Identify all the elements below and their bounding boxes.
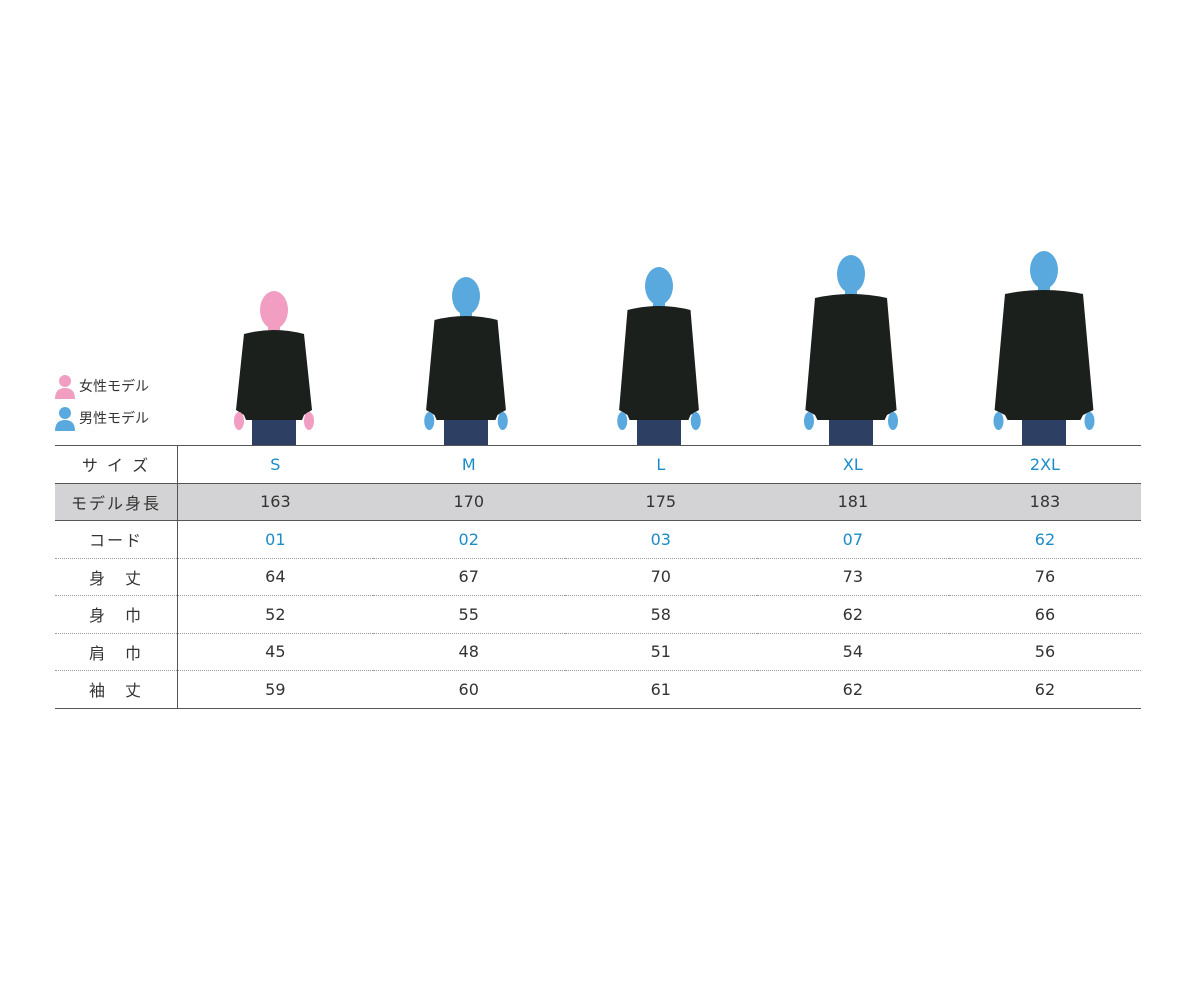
model-silhouette [234,291,314,445]
table-cell: 62 [842,679,864,699]
table-row: 袖 丈 59 60 61 62 62 [55,670,1141,708]
table-cell: 55 [458,604,479,624]
table-cell: 02 [458,529,479,549]
table-cell: 66 [1034,604,1056,624]
model-silhouette [424,277,508,445]
model-silhouette [617,267,701,445]
row-label: コード [55,520,178,558]
table-row: 身 丈 64 67 70 73 76 [55,558,1141,596]
table-cell: M [461,454,476,474]
table-cell: L [656,454,666,474]
table-cell: 2XL [1029,454,1060,474]
table-row: モデル身長 163 170 175 181 183 [55,483,1141,521]
table-cell: 73 [842,567,864,587]
model-silhouette [804,255,898,445]
table-row: コード 01 02 03 07 62 [55,520,1141,558]
row-label: 身 丈 [55,558,178,596]
table-cell: 60 [458,679,479,699]
table-cell: 175 [645,492,677,512]
row-label: 袖 丈 [55,670,178,708]
row-label: 肩 巾 [55,633,178,671]
table-row: 肩 巾 45 48 51 54 56 [55,633,1141,671]
table-cell: 52 [265,604,286,624]
table-cell: 59 [265,679,286,699]
table-cell: 58 [650,604,671,624]
table-cell: XL [842,454,863,474]
table-cell: 54 [842,642,864,662]
model-figure-M [406,276,526,445]
size-table: サ イ ズ S M L XL 2XL モデル身長 163 170 175 181 183 コード 01 02… [55,445,1141,709]
table-cell: 181 [837,492,869,512]
model-figure-XL [791,254,911,445]
table-cell: 07 [842,529,864,549]
table-cell: 170 [453,492,484,512]
row-label: サ イ ズ [55,445,178,483]
model-figure-2XL [984,250,1104,445]
table-cell: 56 [1034,642,1056,662]
table-cell: 45 [265,642,286,662]
table-cell: 62 [842,604,864,624]
table-cell: 62 [1034,679,1056,699]
model-silhouette [993,251,1095,445]
table-row: 身 巾 52 55 58 62 66 [55,595,1141,633]
row-label: 身 巾 [55,595,178,633]
table-cell: 03 [650,529,671,549]
table-cell: 01 [265,529,286,549]
table-cell: 48 [458,642,479,662]
table-cell: 67 [458,567,479,587]
legend-female-label: 女性モデル [79,379,149,395]
table-cell: 64 [265,567,286,587]
model-figure-L [599,266,719,445]
table-cell: 62 [1034,529,1056,549]
legend-male: 男性モデル [55,405,149,431]
table-cell: 76 [1034,567,1056,587]
table-cell: 183 [1029,492,1061,512]
table-row: サ イ ズ S M L XL 2XL [55,445,1141,483]
table-cell: 163 [260,492,291,512]
table-cell: 61 [650,679,671,699]
model-figure-S [214,290,334,445]
table-cell: 51 [650,642,671,662]
row-label: モデル身長 [55,483,178,521]
table-cell: 70 [650,567,671,587]
legend-female: 女性モデル [55,373,149,399]
table-cell: S [270,454,281,474]
male-model-icon [55,407,75,431]
female-model-icon [55,375,75,399]
legend-male-label: 男性モデル [79,411,149,427]
